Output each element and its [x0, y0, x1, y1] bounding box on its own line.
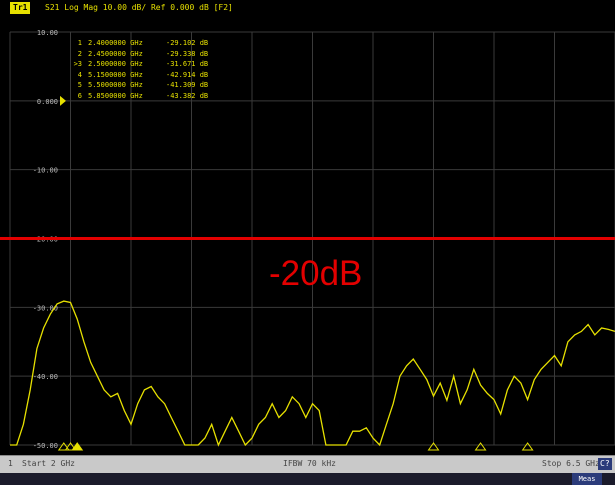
marker-table-row: >3 2.5000000 GHz -31.671 dB — [66, 59, 226, 70]
trace-badge[interactable]: Tr1 — [10, 2, 31, 14]
y-tick-label: 10.00 — [37, 29, 58, 37]
trace — [10, 300, 615, 447]
trace-title[interactable]: S21 Log Mag 10.00 dB/ Ref 0.000 dB [F2] — [45, 3, 233, 12]
marker-freq: 5.8500000 GHz — [88, 91, 143, 100]
marker-2-icon[interactable] — [64, 442, 77, 451]
marker-table-row: 6 5.8500000 GHz -43.382 dB — [66, 91, 226, 102]
marker-value: -41.309 dB — [166, 81, 209, 89]
marker-id: 1 — [77, 39, 82, 47]
marker-id: 6 — [77, 91, 82, 100]
marker-id: 5 — [77, 81, 82, 89]
marker-id: 4 — [77, 70, 82, 79]
reference-marker — [60, 95, 66, 106]
marker-value: -43.382 dB — [166, 91, 209, 100]
stop-badge[interactable]: C? — [598, 458, 612, 470]
marker-id: 2 — [77, 49, 82, 58]
marker-freq: 2.4500000 GHz — [88, 49, 143, 58]
markers — [57, 442, 534, 451]
active-marker-icon[interactable] — [72, 443, 83, 450]
channel-number: 1 — [8, 459, 13, 468]
meas-button[interactable]: Meas — [572, 473, 602, 485]
reference-arrow-icon[interactable] — [60, 95, 66, 106]
marker-table-row: 5 5.5000000 GHz -41.309 dB — [66, 80, 226, 91]
marker-freq: 5.1500000 GHz — [88, 70, 143, 79]
status-bar: Meas — [0, 473, 615, 485]
marker-1-icon[interactable] — [57, 442, 70, 451]
marker-4-icon[interactable] — [427, 442, 440, 451]
marker-freq: 2.5000000 GHz — [88, 60, 143, 68]
y-tick-label: -50.00 — [33, 442, 58, 450]
marker-value: -29.102 dB — [166, 39, 209, 47]
marker-freq: 5.5000000 GHz — [88, 81, 143, 89]
marker-table: 1 2.4000000 GHz -29.102 dB 2 2.4500000 GHz -2… — [66, 38, 226, 101]
y-tick-label: 0.000 — [37, 98, 58, 106]
annotation-label: -20dB — [269, 254, 363, 293]
start-frequency[interactable]: Start 2 GHz — [22, 459, 75, 468]
y-tick-label: -40.00 — [33, 373, 58, 381]
marker-table-row: 4 5.1500000 GHz -42.914 dB — [66, 70, 226, 81]
marker-freq: 2.4000000 GHz — [88, 39, 143, 47]
marker-5-icon[interactable] — [474, 442, 487, 451]
stop-frequency[interactable]: Stop 6.5 GHz — [542, 459, 600, 468]
marker-id: >3 — [73, 60, 82, 68]
marker-6-icon[interactable] — [521, 442, 534, 451]
y-tick-label: -10.00 — [33, 167, 58, 175]
ifbw[interactable]: IFBW 70 kHz — [283, 459, 336, 468]
marker-value: -42.914 dB — [166, 70, 209, 79]
channel-footer: 1 Start 2 GHz IFBW 70 kHz Stop 6.5 GHz C… — [0, 455, 615, 474]
marker-table-row: 2 2.4500000 GHz -29.338 dB — [66, 49, 226, 60]
marker-value: -31.671 dB — [166, 60, 209, 68]
y-tick-label: -30.00 — [33, 304, 58, 312]
marker-value: -29.338 dB — [166, 49, 209, 58]
plot-area: 10.000.000-10.00-20.00-30.00-40.00-50.00 — [0, 29, 615, 451]
trace-header: Tr1 S21 Log Mag 10.00 dB/ Ref 0.000 dB [… — [0, 0, 615, 18]
trace-line — [10, 300, 615, 447]
marker-table-row: 1 2.4000000 GHz -29.102 dB — [66, 38, 226, 49]
